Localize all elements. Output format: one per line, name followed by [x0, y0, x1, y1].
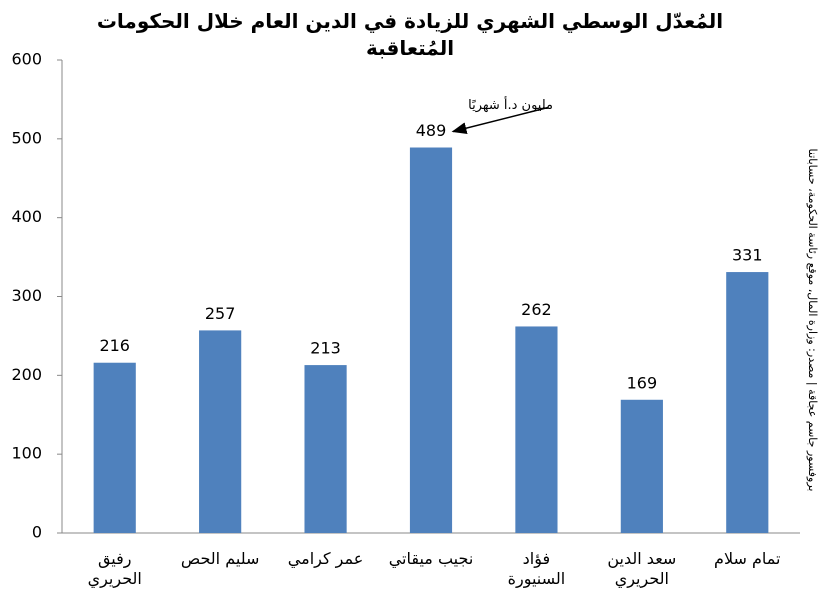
annotation: مليون د.أ شهريًا [468, 96, 553, 113]
data-label: 169 [627, 373, 658, 392]
y-tick-label: 200 [11, 365, 42, 384]
data-label: 331 [732, 246, 763, 265]
y-tick-label: 100 [11, 444, 42, 463]
data-label: 213 [310, 339, 341, 358]
bar [93, 362, 136, 533]
y-tick-label: 300 [11, 286, 42, 305]
annotation-arrow [451, 106, 549, 135]
bar [515, 326, 558, 533]
chart-title: المُعدّل الوسطي الشهري للزيادة في الدين … [96, 9, 724, 60]
x-tick-label: عمر كرامي [287, 549, 364, 568]
source-note: بروفسور جاسم عجاقة | مصدر: وزارة المال، … [806, 149, 819, 492]
y-tick-label: 0 [32, 523, 42, 542]
x-tick-label: فؤاد السنيورة [507, 549, 566, 588]
x-tick-label: سليم الحص [180, 549, 260, 568]
x-tick-label: نجيب ميقاتي [388, 549, 474, 568]
y-tick-label: 500 [11, 128, 42, 147]
x-tick-label: رفيق الحريري [87, 549, 142, 588]
bar [199, 330, 242, 533]
data-label: 489 [416, 121, 447, 140]
y-tick-label: 400 [11, 207, 42, 226]
bar [620, 399, 663, 533]
data-label: 257 [205, 304, 236, 323]
x-tick-label: تمام سلام [714, 549, 781, 568]
y-tick-label: 600 [11, 50, 42, 69]
bar [304, 365, 347, 533]
bar [409, 147, 453, 533]
x-tick-label: سعد الدين الحريري [607, 549, 677, 588]
data-label: 216 [99, 336, 130, 355]
bar [726, 272, 769, 533]
data-label: 262 [521, 300, 552, 319]
